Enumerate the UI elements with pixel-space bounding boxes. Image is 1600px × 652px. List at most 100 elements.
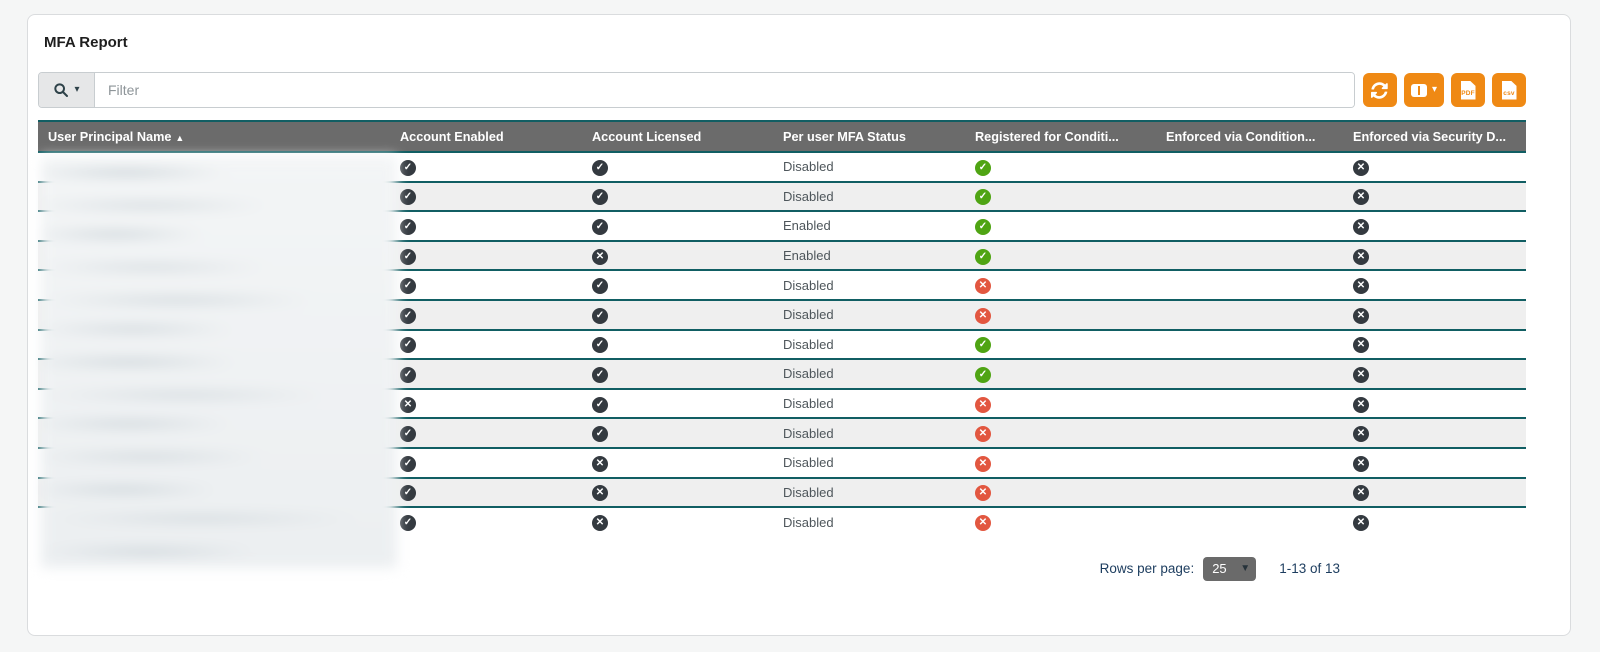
check-circle-icon: ✓ <box>400 218 416 235</box>
table-row[interactable]: ✓ ✓ Disabled ✕ ✕ <box>38 299 1526 330</box>
check-circle-icon: ✓ <box>400 366 416 383</box>
account-enabled-cell: ✕ <box>398 389 590 419</box>
mfa-status-cell: Disabled <box>783 484 834 500</box>
check-circle-icon: ✓ <box>592 337 608 354</box>
enforced-sd-cell: ✕ <box>1351 152 1526 182</box>
col-header-enforced-security-defaults[interactable]: Enforced via Security D... <box>1353 129 1507 144</box>
pagination-range: 1-13 of 13 <box>1279 561 1340 577</box>
filter-input[interactable] <box>95 73 1354 107</box>
table-row[interactable]: ✓ ✕ Enabled ✓ ✕ <box>38 240 1526 271</box>
enforced-sd-cell: ✕ <box>1351 300 1526 330</box>
enforced-ca-cell <box>1164 418 1351 448</box>
col-header-account-enabled[interactable]: Account Enabled <box>400 129 504 144</box>
registered-ca-cell: ✕ <box>973 418 1164 448</box>
file-pdf-icon: PDF <box>1460 80 1476 100</box>
pagination-bar: Rows per page: 25 ▼ 1-13 of 13 <box>28 556 1340 581</box>
account-licensed-cell: ✕ <box>590 478 781 508</box>
table-row[interactable]: ✕ ✓ Disabled ✕ ✕ <box>38 388 1526 419</box>
rows-per-page-select[interactable]: 25 ▼ <box>1203 556 1257 581</box>
enforced-ca-cell <box>1164 330 1351 360</box>
check-circle-icon: ✓ <box>975 189 991 206</box>
table-row[interactable]: ✓ ✕ Disabled ✕ ✕ <box>38 477 1526 508</box>
x-circle-icon: ✕ <box>592 248 608 265</box>
enforced-ca-cell <box>1164 300 1351 330</box>
check-circle-icon: ✓ <box>975 218 991 235</box>
account-licensed-cell: ✕ <box>590 448 781 478</box>
x-circle-icon: ✕ <box>1353 515 1369 532</box>
upn-cell <box>38 478 398 508</box>
columns-button[interactable]: ▾ <box>1403 73 1444 107</box>
mfa-status-cell: Disabled <box>783 336 834 352</box>
x-circle-icon: ✕ <box>975 307 991 324</box>
upn-cell <box>38 270 398 300</box>
table-row[interactable]: ✓ ✓ Disabled ✓ ✕ <box>38 329 1526 360</box>
enforced-sd-cell: ✕ <box>1351 389 1526 419</box>
col-header-user-principal-name[interactable]: User Principal Name ▲ <box>38 121 398 152</box>
upn-cell <box>38 359 398 389</box>
table-row[interactable]: ✓ ✓ Disabled ✕ ✕ <box>38 418 1526 448</box>
enforced-sd-cell: ✕ <box>1351 507 1526 537</box>
col-header-per-user-mfa-status[interactable]: Per user MFA Status <box>783 129 906 144</box>
col-header-enforced-conditional[interactable]: Enforced via Condition... <box>1166 129 1316 144</box>
table-row[interactable]: ✓ ✓ Enabled ✓ ✕ <box>38 211 1526 241</box>
check-circle-icon: ✓ <box>400 426 416 443</box>
col-header-registered-conditional[interactable]: Registered for Conditi... <box>975 129 1119 144</box>
x-circle-icon: ✕ <box>592 455 608 472</box>
check-circle-icon: ✓ <box>400 278 416 295</box>
account-licensed-cell: ✓ <box>590 211 781 241</box>
registered-ca-cell: ✕ <box>973 478 1164 508</box>
registered-ca-cell: ✕ <box>973 448 1164 478</box>
upn-cell <box>38 330 398 360</box>
search-icon <box>54 83 69 97</box>
export-csv-button[interactable]: csv <box>1492 73 1526 107</box>
mfa-status-cell: Disabled <box>783 159 834 175</box>
x-circle-icon: ✕ <box>1353 485 1369 502</box>
refresh-button[interactable] <box>1362 73 1397 107</box>
sync-icon <box>1371 81 1389 99</box>
upn-cell <box>38 507 398 537</box>
x-circle-icon: ✕ <box>975 278 991 295</box>
account-licensed-cell: ✕ <box>590 241 781 271</box>
table-row[interactable]: ✓ ✕ Disabled ✕ ✕ <box>38 447 1526 478</box>
x-circle-icon: ✕ <box>975 455 991 472</box>
x-circle-icon: ✕ <box>1353 396 1369 413</box>
check-circle-icon: ✓ <box>400 307 416 324</box>
registered-ca-cell: ✓ <box>973 330 1164 360</box>
upn-cell <box>38 241 398 271</box>
mfa-status-cell: Enabled <box>783 218 831 234</box>
export-pdf-button[interactable]: PDF <box>1451 73 1485 107</box>
account-enabled-cell: ✓ <box>398 359 590 389</box>
account-enabled-cell: ✓ <box>398 330 590 360</box>
table-row[interactable]: ✓ ✓ Disabled ✕ ✕ <box>38 270 1526 300</box>
x-circle-icon: ✕ <box>1353 455 1369 472</box>
enforced-ca-cell <box>1164 478 1351 508</box>
upn-cell <box>38 300 398 330</box>
table-row[interactable]: ✓ ✓ Disabled ✓ ✕ <box>38 181 1526 212</box>
mfa-report-card: MFA Report ▾ ▾ PDF <box>27 14 1571 636</box>
enforced-sd-cell: ✕ <box>1351 270 1526 300</box>
table-row[interactable]: ✓ ✓ Disabled ✓ ✕ <box>38 359 1526 389</box>
chevron-down-icon: ▾ <box>74 84 80 95</box>
check-circle-icon: ✓ <box>592 307 608 324</box>
account-licensed-cell: ✓ <box>590 152 781 182</box>
mfa-status-cell: Disabled <box>783 366 834 382</box>
enforced-ca-cell <box>1164 448 1351 478</box>
check-circle-icon: ✓ <box>592 396 608 413</box>
account-licensed-cell: ✓ <box>590 330 781 360</box>
account-enabled-cell: ✓ <box>398 152 590 182</box>
check-circle-icon: ✓ <box>592 278 608 295</box>
table-row[interactable]: ✓ ✕ Disabled ✕ ✕ <box>38 507 1526 537</box>
col-header-account-licensed[interactable]: Account Licensed <box>592 129 702 144</box>
filter-group: ▾ <box>38 72 1355 108</box>
enforced-ca-cell <box>1164 389 1351 419</box>
mfa-status-cell: Enabled <box>783 248 831 264</box>
mfa-status-cell: Disabled <box>783 425 834 441</box>
table-row[interactable]: ✓ ✓ Disabled ✓ ✕ <box>38 152 1526 182</box>
enforced-sd-cell: ✕ <box>1351 448 1526 478</box>
x-circle-icon: ✕ <box>1353 426 1369 443</box>
enforced-sd-cell: ✕ <box>1351 418 1526 448</box>
upn-cell <box>38 152 398 182</box>
search-scope-dropdown[interactable]: ▾ <box>39 73 95 107</box>
account-licensed-cell: ✓ <box>590 182 781 212</box>
account-enabled-cell: ✓ <box>398 211 590 241</box>
